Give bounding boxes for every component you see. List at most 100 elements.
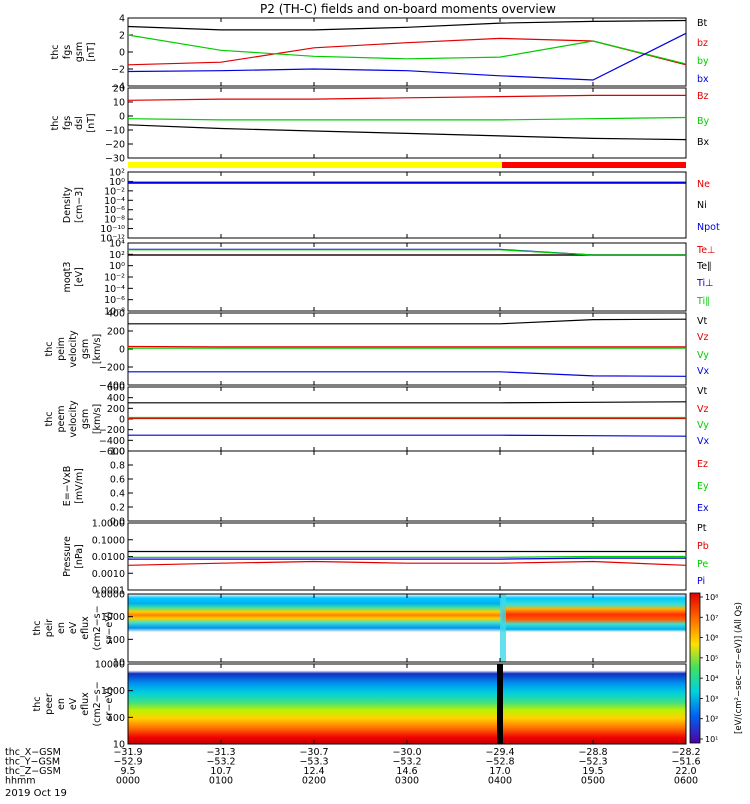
legend-label: Vz bbox=[697, 404, 709, 415]
colorbar-tick-label: 10⁵ bbox=[705, 654, 718, 663]
data-availability-bar bbox=[128, 162, 686, 168]
legend-label: Ey bbox=[697, 481, 709, 492]
y-tick-label: 200 bbox=[107, 404, 125, 415]
ion-spectrogram-left bbox=[128, 594, 502, 662]
x-row-value: 0000 bbox=[116, 776, 140, 787]
y-axis-label: [nT] bbox=[86, 42, 97, 61]
x-row-value: 0500 bbox=[581, 776, 605, 787]
y-tick-label: 200 bbox=[107, 327, 125, 338]
y-tick-label: −30 bbox=[105, 154, 125, 165]
legend-label: Pi bbox=[697, 576, 705, 587]
legend-label: Ez bbox=[697, 459, 708, 470]
legend-label: by bbox=[697, 56, 709, 67]
y-axis-label: en bbox=[56, 698, 67, 710]
series-line-Vt bbox=[128, 319, 686, 324]
x-axis-labels: thc_X−GSM−31.9−31.3−30.7−30.0−29.4−28.8−… bbox=[5, 747, 701, 787]
x-row-value: 0400 bbox=[488, 776, 512, 787]
y-axis-label: eV bbox=[68, 621, 79, 634]
y-tick-label: −20 bbox=[105, 140, 125, 151]
series-line-By bbox=[128, 118, 686, 120]
y-axis-label: fgs bbox=[62, 116, 73, 130]
bar-red-segment bbox=[502, 162, 686, 168]
y-axis-label: sr−eV) bbox=[104, 612, 115, 645]
y-tick-label: 0.4 bbox=[110, 489, 125, 500]
series-line-Bx bbox=[128, 125, 686, 140]
y-axis-label: eflux bbox=[80, 692, 91, 716]
series-line-Vt bbox=[128, 402, 686, 403]
legend-label: Ni bbox=[697, 200, 707, 211]
y-axis-label: thc bbox=[50, 45, 61, 60]
legend-label: Te⊥ bbox=[696, 245, 715, 256]
y-axis-label: Density bbox=[62, 187, 73, 223]
legend-label: bz bbox=[697, 38, 708, 49]
y-axis-label: velocity bbox=[68, 400, 79, 438]
y-axis-label: eV bbox=[68, 697, 79, 710]
colorbar-tick-label: 10⁷ bbox=[705, 613, 718, 622]
x-row-value: 0200 bbox=[302, 776, 326, 787]
legend-label: Ne bbox=[697, 179, 710, 190]
colorbar-tick-label: 10⁴ bbox=[705, 674, 718, 683]
series-line-Vx bbox=[128, 435, 686, 436]
y-tick-label: 0.6 bbox=[110, 475, 125, 486]
y-axis-label: [mV/m] bbox=[74, 468, 85, 504]
colorbar-gradient bbox=[690, 593, 700, 743]
legend-label: Vt bbox=[697, 316, 707, 327]
legend-label: Ti⊥ bbox=[696, 278, 713, 289]
legend-label: Vt bbox=[697, 386, 707, 397]
y-tick-label: 10000 bbox=[95, 590, 125, 601]
series-line-Pb bbox=[128, 562, 686, 566]
legend-label: Ex bbox=[697, 503, 709, 514]
y-tick-label: 0 bbox=[119, 112, 125, 123]
series-line-Ti∥ bbox=[128, 250, 686, 255]
y-axis-label: en bbox=[56, 622, 67, 634]
legend-label: Vy bbox=[697, 350, 709, 361]
legend-label: Pb bbox=[697, 541, 709, 552]
legend-label: Bx bbox=[697, 137, 710, 148]
y-axis-label: fgs bbox=[62, 45, 73, 59]
ion-spectrogram-right bbox=[502, 594, 686, 662]
y-tick-label: 2 bbox=[119, 31, 125, 42]
y-axis-label: velocity bbox=[68, 330, 79, 368]
series-line-bz bbox=[128, 38, 686, 64]
y-axis-label: thc bbox=[32, 621, 43, 636]
y-tick-label: 10² bbox=[109, 250, 125, 261]
bar-yellow-segment bbox=[128, 162, 502, 168]
y-tick-label: 10⁴ bbox=[109, 239, 125, 250]
y-axis-label: peir bbox=[44, 619, 55, 638]
legend-label: Vx bbox=[697, 436, 709, 447]
x-row-value: 0600 bbox=[674, 776, 698, 787]
y-tick-label: 10⁻² bbox=[104, 273, 125, 284]
y-tick-label: 0.1000 bbox=[92, 535, 125, 546]
y-axis-label: [nT] bbox=[86, 113, 97, 132]
x-row-value: 0300 bbox=[395, 776, 419, 787]
y-axis-label: thc bbox=[44, 342, 55, 357]
series-line-by bbox=[128, 35, 686, 64]
y-axis-label: peer bbox=[44, 693, 55, 715]
y-axis-label: gsm bbox=[80, 339, 91, 359]
y-tick-label: −10 bbox=[105, 126, 125, 137]
y-axis-label: [nPa] bbox=[74, 544, 85, 569]
page-title: P2 (TH-C) fields and on-board moments ov… bbox=[260, 2, 556, 16]
legend-label: bx bbox=[697, 74, 709, 85]
y-axis-label: dsl bbox=[74, 116, 85, 130]
y-tick-label: 0 bbox=[119, 48, 125, 59]
y-tick-label: 20 bbox=[113, 84, 125, 95]
y-tick-label: 400 bbox=[107, 309, 125, 320]
colorbar-tick-label: 10⁶ bbox=[705, 634, 718, 643]
y-axis-label: [cm−3] bbox=[74, 187, 85, 223]
y-axis-label: peim bbox=[56, 337, 67, 361]
series-line-Bz bbox=[128, 95, 686, 100]
electron-spectrogram bbox=[128, 664, 686, 744]
colorbar-label: [eV/(cm²−sec−sr−eV)] (All Qs) bbox=[734, 602, 744, 734]
y-tick-label: 1.0 bbox=[110, 447, 125, 458]
y-tick-label: 1.0000 bbox=[92, 519, 125, 530]
series-line-Vx bbox=[128, 372, 686, 377]
y-axis-label: E=−VxB bbox=[62, 466, 73, 507]
panel-frame-fgs-dsl bbox=[128, 88, 686, 158]
colorbar-tick-label: 10¹ bbox=[705, 735, 718, 744]
date-label: 2019 Oct 19 bbox=[5, 788, 67, 799]
y-tick-label: 0.2 bbox=[110, 503, 125, 514]
